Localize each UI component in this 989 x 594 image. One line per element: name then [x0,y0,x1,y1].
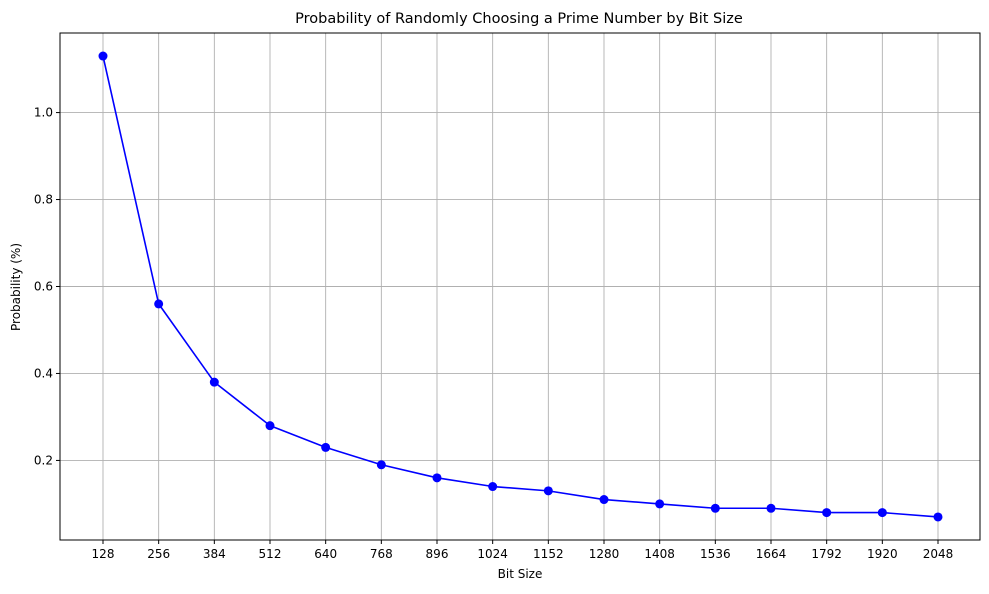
series-path [102,55,939,518]
data-markers [98,51,943,522]
x-tick-label: 128 [92,547,115,561]
x-tick-label: 512 [259,547,282,561]
data-point [209,377,219,387]
y-tick-label: 1.0 [34,106,53,120]
data-point [432,473,442,483]
x-tick-label: 1024 [477,547,508,561]
data-point [543,486,553,496]
data-point [822,508,832,518]
data-point [933,512,943,522]
x-tick-label: 1280 [589,547,620,561]
y-tick-label: 0.6 [34,280,53,294]
x-tick-label: 256 [147,547,170,561]
y-axis-label: Probability (%) [9,243,23,331]
x-tick-label: 384 [203,547,226,561]
x-tick-label: 1920 [867,547,898,561]
grid [60,33,980,540]
data-point [766,503,776,513]
data-point [154,299,164,309]
x-axis-ticks: 128 256 384 512 640 768 896 1024 1152 1280 1408 153… [92,540,954,561]
data-point [710,503,720,513]
x-tick-label: 768 [370,547,393,561]
y-axis-ticks: 0.2 0.4 0.6 0.8 1.0 [34,106,60,467]
data-point [98,51,108,61]
x-tick-label: 1664 [756,547,787,561]
x-tick-label: 1152 [533,547,564,561]
x-tick-label: 1792 [811,547,842,561]
x-tick-label: 2048 [923,547,954,561]
x-axis-label: Bit Size [498,567,543,581]
series-line [102,55,939,518]
data-point [488,482,498,492]
x-tick-label: 896 [426,547,449,561]
data-point [376,460,386,470]
chart-title: Probability of Randomly Choosing a Prime… [295,11,743,27]
data-point [321,442,331,452]
y-tick-label: 0.2 [34,453,53,467]
data-point [655,499,665,509]
y-tick-label: 0.4 [34,366,53,380]
y-tick-label: 0.8 [34,193,53,207]
data-point [265,421,275,431]
data-point [877,508,887,518]
x-tick-label: 1408 [644,547,675,561]
data-point [599,495,609,505]
x-tick-label: 640 [314,547,337,561]
x-tick-label: 1536 [700,547,731,561]
